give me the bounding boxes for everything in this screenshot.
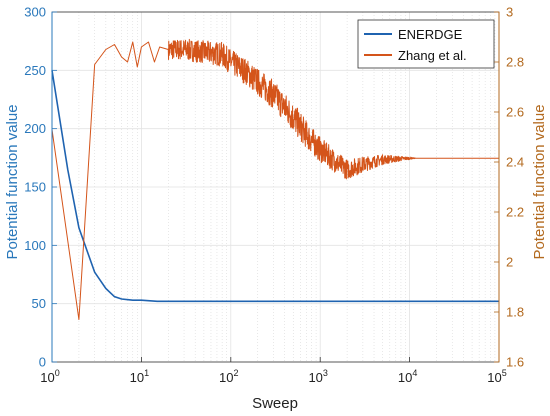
y-right-tick-label: 2 xyxy=(506,255,513,270)
x-tick-label: 105 xyxy=(487,368,506,385)
y-axis-label-right: Potential function value xyxy=(531,104,548,259)
legend-label-enerdge: ENERDGE xyxy=(398,27,463,42)
y-left-tick-label: 200 xyxy=(24,121,46,136)
y-left-tick-label: 150 xyxy=(24,180,46,195)
legend-label-zhang: Zhang et al. xyxy=(398,48,467,63)
x-tick-label: 100 xyxy=(40,368,59,385)
legend-box xyxy=(357,19,495,69)
legend: ENERDGE Zhang et al. xyxy=(357,19,495,69)
x-axis-label: Sweep xyxy=(252,395,298,412)
y-left-tick-label: 100 xyxy=(24,238,46,253)
y-left-tick-label: 0 xyxy=(39,355,46,370)
y-right-tick-label: 2.4 xyxy=(506,155,524,170)
y-left-tick-label: 250 xyxy=(24,63,46,78)
axes: 100 101 102 103 104 105 0 50 100 150 200 250 300 1.6 1… xyxy=(24,5,524,386)
y-right-tick-label: 2.8 xyxy=(506,55,524,70)
series-line-zhang xyxy=(51,38,500,320)
x-tick-label: 102 xyxy=(219,368,238,385)
y-left-tick-label: 50 xyxy=(32,296,46,311)
x-tick-label: 101 xyxy=(130,368,149,385)
y-left-tick-label: 300 xyxy=(24,5,46,20)
y-right-tick-label: 2.6 xyxy=(506,105,524,120)
y-right-tick-label: 1.8 xyxy=(506,305,524,320)
x-tick-label: 104 xyxy=(398,368,417,385)
series-lines xyxy=(51,38,500,320)
x-tick-label: 103 xyxy=(308,368,327,385)
y-axis-label-left: Potential function value xyxy=(4,104,21,259)
y-right-tick-label: 2.2 xyxy=(506,205,524,220)
y-right-tick-label: 1.6 xyxy=(506,355,524,370)
series-line-enerdge xyxy=(51,70,499,303)
y-right-tick-label: 3 xyxy=(506,5,513,20)
